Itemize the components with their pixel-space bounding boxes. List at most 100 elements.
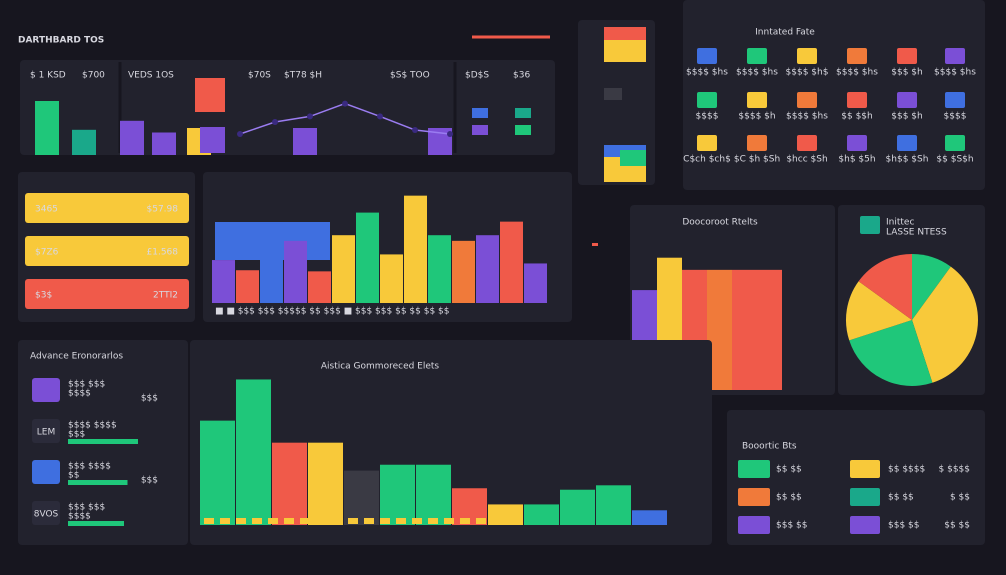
axis-chip (444, 518, 454, 524)
icon (847, 48, 867, 64)
list-sub: $$$$ (68, 389, 91, 399)
kpi-card (25, 236, 189, 266)
list-icon (32, 460, 60, 484)
pie-slice (849, 320, 933, 387)
strip-block (195, 78, 225, 112)
list-label: $$$$ $$$$ (68, 421, 117, 431)
bar (476, 235, 499, 303)
icon (697, 48, 717, 64)
strip-icon (472, 108, 488, 118)
pie-slice (912, 266, 979, 383)
icon-label: $C $h $Sh (734, 155, 780, 165)
swatch (850, 516, 880, 534)
icon-label: $h$$ $Sh (886, 155, 929, 165)
list-sub: $$$ (68, 430, 85, 440)
row-right: $ $$$$ (939, 465, 971, 475)
row-mid: $$ $$ (888, 493, 914, 503)
kpi-strip-label: $36 (513, 71, 530, 81)
axis-chip (284, 518, 294, 524)
row-left: $$$ $$ (776, 521, 808, 531)
icon (945, 48, 965, 64)
icon (697, 92, 717, 108)
strip-icon (515, 108, 531, 118)
axis-chip (332, 518, 342, 524)
bar (212, 260, 235, 303)
kpi-card-left: $3$ (35, 291, 52, 301)
bar (757, 269, 782, 390)
bar (380, 254, 403, 303)
list-sub: $$$$ (68, 512, 91, 522)
icon (897, 48, 917, 64)
icon (797, 48, 817, 64)
list-icon (32, 501, 60, 525)
list-title: Advance Eronorarlos (30, 352, 123, 362)
row-left: $$ $$ (776, 465, 802, 475)
axis-chip (268, 518, 278, 524)
axis-chip (364, 518, 374, 524)
icon-label: $$$$ $hs (686, 68, 728, 78)
axis-chip (396, 518, 406, 524)
kpi-card-right: $57.98 (147, 205, 179, 215)
list-icon (32, 419, 60, 443)
list-value: $$$ (141, 394, 158, 404)
icon (747, 135, 767, 151)
row-mid: $$ $$$$ (888, 465, 925, 475)
swatch (738, 488, 770, 506)
kpi-strip-label: $700 (82, 71, 105, 81)
list-icon (32, 378, 60, 402)
strip-bar (72, 129, 96, 155)
strip-bar (152, 132, 176, 155)
icon (747, 48, 767, 64)
bar (732, 269, 757, 390)
row-right: $$ $$ (944, 521, 970, 531)
axis-chip (348, 518, 358, 524)
icon (797, 92, 817, 108)
chart-caption: ■ ■ $$$ $$$ $$$$$ $$ $$$ ■ $$$ $$$ $$ $$… (215, 307, 449, 317)
icon (847, 135, 867, 151)
bar (524, 263, 547, 303)
axis-chip (204, 518, 214, 524)
pie-title: Inittec (886, 218, 914, 228)
strip-icon (515, 125, 531, 135)
icon (945, 92, 965, 108)
icon-label: $$ $S$h (936, 155, 973, 165)
axis-chip (252, 518, 262, 524)
pie-slice (912, 254, 951, 320)
strip-point (237, 131, 243, 137)
icon (945, 135, 965, 151)
kpi-card-right: £1.568 (147, 248, 179, 258)
icon-label: $$$ $h (891, 68, 922, 78)
kpi-card-left: $7Z6 (35, 248, 59, 258)
list-bar (68, 480, 128, 485)
bar (500, 221, 523, 303)
icon-label: $$$$ (944, 112, 967, 122)
swatch (738, 516, 770, 534)
kpi-strip-label: $T78 $H (284, 71, 322, 81)
icon-label: $$$$ $hs (934, 68, 976, 78)
list-bar (68, 521, 124, 526)
axis-chip (428, 518, 438, 524)
list-label: $$$ $$$ (68, 503, 105, 513)
strip-point (307, 113, 313, 120)
bar (452, 240, 475, 303)
block (604, 88, 622, 100)
axis-chip (476, 518, 486, 524)
bar (332, 235, 355, 303)
list-icon-text: LEM (37, 428, 55, 438)
icon (697, 135, 717, 151)
bar (344, 470, 379, 525)
block (604, 40, 646, 62)
axis-chip (236, 518, 246, 524)
bar (428, 235, 451, 303)
icon-label: $hcc $Sh (786, 155, 827, 165)
pie-subtitle: LASSE NTESS (886, 228, 947, 238)
axis-chip (300, 518, 310, 524)
icon (897, 92, 917, 108)
strip-bar (35, 101, 59, 155)
icon-panel-title: Inntated Fate (755, 28, 815, 38)
axis-chip (492, 518, 502, 524)
bar (200, 420, 235, 525)
list-value: $$$ (141, 476, 158, 486)
icon (797, 135, 817, 151)
